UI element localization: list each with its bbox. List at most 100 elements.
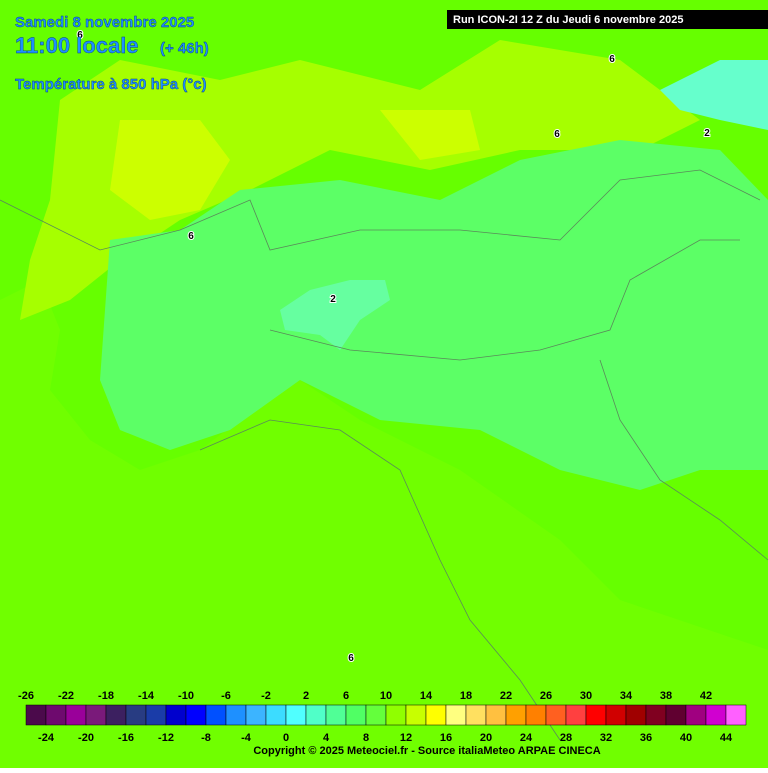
color-swatch xyxy=(225,704,247,726)
contour-label: 2 xyxy=(330,294,336,305)
color-swatch xyxy=(65,704,87,726)
contour-label: 6 xyxy=(188,231,194,242)
time: 11:00 locale xyxy=(15,33,139,58)
coast-line xyxy=(599,359,768,561)
copyright: Copyright © 2025 Meteociel.fr - Source i… xyxy=(253,745,600,757)
date: Samedi 8 novembre 2025 xyxy=(15,14,194,31)
colorbar-label: 0 xyxy=(283,732,289,744)
lead-time: (+ 46h) xyxy=(160,40,209,57)
alps-high xyxy=(380,110,480,160)
color-swatch xyxy=(405,704,427,726)
border-line xyxy=(199,419,561,741)
color-swatch xyxy=(285,704,307,726)
border-line xyxy=(0,169,761,251)
color-swatch xyxy=(505,704,527,726)
colorbar-label: 36 xyxy=(640,732,652,744)
color-swatch xyxy=(705,704,727,726)
color-swatch xyxy=(645,704,667,726)
colorbar-label: 28 xyxy=(560,732,572,744)
contour-label: 6 xyxy=(348,653,354,664)
colorbar-label: -12 xyxy=(158,732,174,744)
colorbar-label: -4 xyxy=(241,732,252,744)
contour-label: 6 xyxy=(77,30,83,41)
colorbar-label: 20 xyxy=(480,732,492,744)
colorbar-label: -6 xyxy=(221,690,231,702)
colorbar-label: 44 xyxy=(720,732,733,744)
land-south xyxy=(0,280,768,768)
cold-pocket xyxy=(660,60,768,130)
contour-labels: 6 2 6 6 2 6 6 xyxy=(76,29,711,665)
color-swatch xyxy=(165,704,187,726)
color-swatch xyxy=(605,704,627,726)
alps-high xyxy=(110,120,230,220)
colorbar-label: 14 xyxy=(420,690,433,702)
colorbar-label: 4 xyxy=(323,732,330,744)
color-swatch xyxy=(25,704,47,726)
colorbar-label: 12 xyxy=(400,732,412,744)
colorbar-label: -8 xyxy=(201,732,211,744)
color-swatch xyxy=(85,704,107,726)
colorbar-label: 10 xyxy=(380,690,392,702)
colorbar-label: -20 xyxy=(78,732,94,744)
color-swatch xyxy=(365,704,387,726)
color-swatch xyxy=(565,704,587,726)
colorbar-label: -18 xyxy=(98,690,114,702)
color-swatch xyxy=(625,704,647,726)
color-swatch xyxy=(305,704,327,726)
river-line xyxy=(269,239,740,361)
color-swatch xyxy=(145,704,167,726)
colorbar-label: 26 xyxy=(540,690,552,702)
colorbar-label: 16 xyxy=(440,732,452,744)
color-swatch xyxy=(245,704,267,726)
colorbar-label: 2 xyxy=(303,690,309,702)
colorbar-label: -14 xyxy=(138,690,155,702)
run-box xyxy=(447,10,768,29)
color-swatch xyxy=(345,704,367,726)
color-swatch xyxy=(125,704,147,726)
colorbar-label: 32 xyxy=(600,732,612,744)
contour-label: 6 xyxy=(609,54,615,65)
color-swatch xyxy=(465,704,487,726)
color-swatch xyxy=(185,704,207,726)
color-swatch xyxy=(585,704,607,726)
run-info: Run ICON-2I 12 Z du Jeudi 6 novembre 202… xyxy=(453,14,683,26)
color-swatch xyxy=(445,704,467,726)
contour-label: 6 xyxy=(554,129,560,140)
colorbar: -26 -22 -18 -14 -10 -6 -2 2 6 10 14 18 22 26 30 34 38 42-… xyxy=(18,690,747,744)
colorbar-label: 30 xyxy=(580,690,592,702)
color-swatch xyxy=(485,704,507,726)
po-valley xyxy=(100,140,768,490)
color-swatch xyxy=(665,704,687,726)
color-swatch xyxy=(265,704,287,726)
colorbar-label: 6 xyxy=(343,690,349,702)
color-swatch xyxy=(325,704,347,726)
colorbar-label: -2 xyxy=(261,690,271,702)
colorbar-label: 38 xyxy=(660,690,672,702)
colorbar-label: 22 xyxy=(500,690,512,702)
colorbar-label: 24 xyxy=(520,732,533,744)
colorbar-label: 40 xyxy=(680,732,692,744)
color-swatch xyxy=(525,704,547,726)
color-swatch xyxy=(205,704,227,726)
colorbar-label: 34 xyxy=(620,690,633,702)
colorbar-label: -24 xyxy=(38,732,55,744)
colorbar-label: 18 xyxy=(460,690,472,702)
colorbar-label: 8 xyxy=(363,732,369,744)
color-swatch xyxy=(725,704,747,726)
color-swatch xyxy=(545,704,567,726)
alps xyxy=(20,40,700,320)
cold-pocket xyxy=(280,280,390,350)
colorbar-label: -22 xyxy=(58,690,74,702)
color-swatch xyxy=(685,704,707,726)
colorbar-label: -10 xyxy=(178,690,194,702)
color-swatch xyxy=(45,704,67,726)
colorbar-label: -16 xyxy=(118,732,134,744)
contour-label: 2 xyxy=(704,128,710,139)
field: Température à 850 hPa (°c) xyxy=(15,76,207,93)
color-swatch xyxy=(385,704,407,726)
color-swatch xyxy=(425,704,447,726)
colorbar-label: 42 xyxy=(700,690,712,702)
colorbar-label: -26 xyxy=(18,690,34,702)
color-swatch xyxy=(105,704,127,726)
